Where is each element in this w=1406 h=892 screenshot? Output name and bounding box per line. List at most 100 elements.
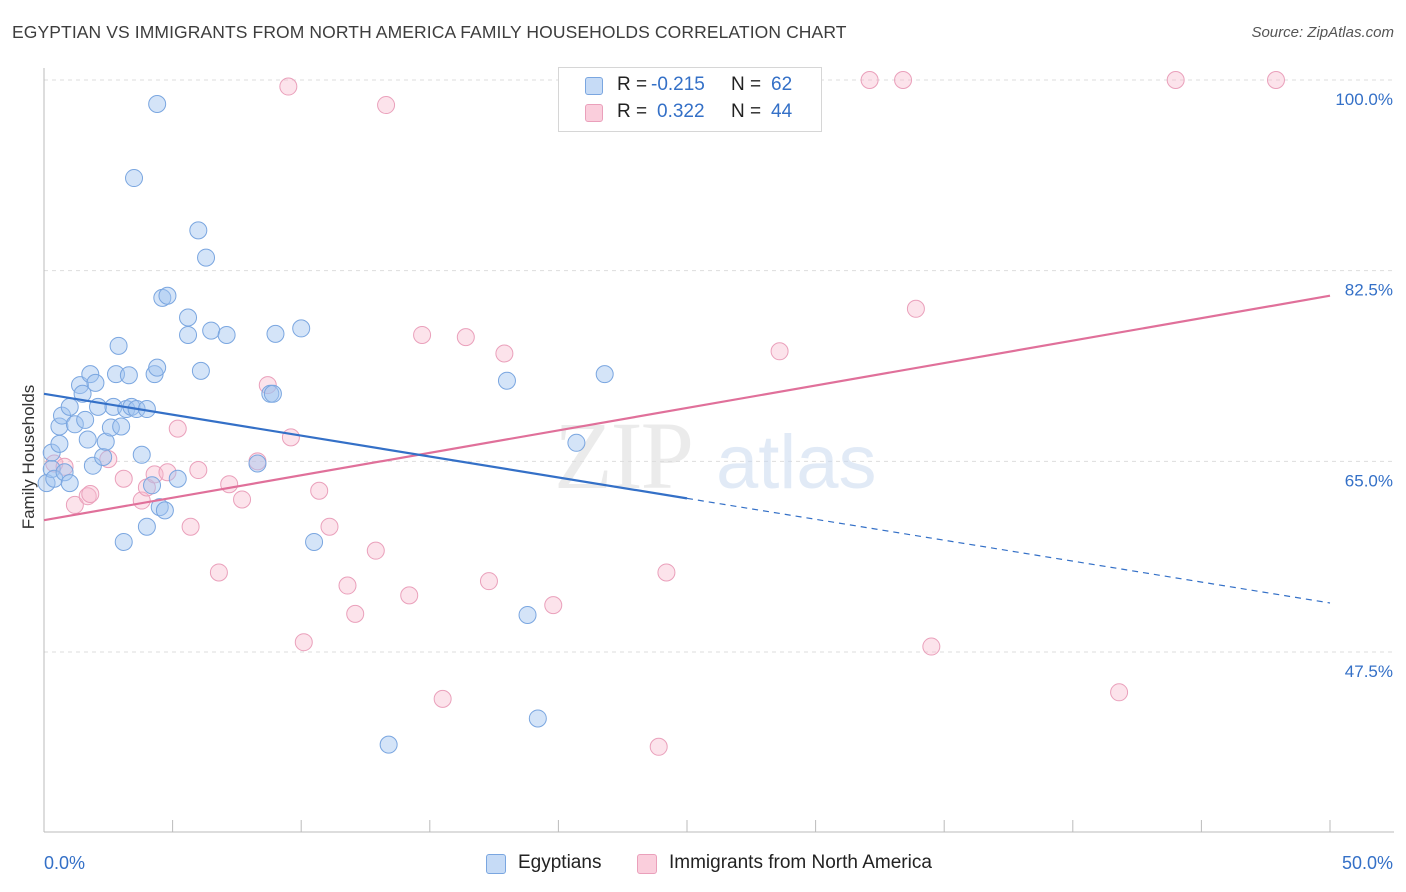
series-egyptians-points (37, 94, 614, 754)
legend-swatch-pink (637, 854, 657, 874)
y-tick-label: 100.0% (1335, 90, 1393, 109)
data-point-immigrants (181, 517, 200, 536)
trend-lines (43, 294, 1331, 604)
y-tick-label: 47.5% (1345, 662, 1393, 681)
legend-n-label: N = (731, 101, 762, 122)
data-point-immigrants (479, 572, 498, 591)
x-tick-label: 0.0% (44, 853, 85, 873)
data-point-egyptians (148, 94, 167, 113)
data-point-egyptians (197, 248, 216, 267)
data-point-egyptians (60, 474, 79, 493)
data-point-immigrants (649, 737, 668, 756)
data-point-egyptians (497, 371, 516, 390)
data-point-egyptians (292, 319, 311, 338)
data-point-egyptians (148, 358, 167, 377)
data-point-immigrants (158, 463, 177, 482)
data-point-egyptians (96, 432, 115, 451)
y-axis-label: Family Households (19, 385, 38, 530)
data-point-immigrants (168, 419, 187, 438)
data-point-immigrants (377, 96, 396, 115)
legend-row-egyptians: R = -0.215 N = 62 (559, 74, 821, 101)
data-point-egyptians (112, 417, 131, 436)
legend-swatch-blue (486, 854, 506, 874)
watermark-atlas: atlas (716, 420, 877, 505)
data-point-egyptians (518, 605, 537, 624)
watermark: ZIP atlas (554, 402, 877, 509)
data-point-egyptians (81, 365, 100, 384)
data-point-egyptians (109, 336, 128, 355)
y-tick-labels: 47.5% 65.0% 82.5% 100.0% (1335, 90, 1393, 681)
data-point-egyptians (60, 397, 79, 416)
series-immigrants-points (45, 71, 1285, 756)
data-point-immigrants (294, 633, 313, 652)
data-point-egyptians (379, 735, 398, 754)
data-point-immigrants (1110, 683, 1129, 702)
data-point-egyptians (137, 517, 156, 536)
data-point-immigrants (894, 71, 913, 89)
data-point-egyptians (567, 433, 586, 452)
data-point-immigrants (209, 563, 228, 582)
data-point-immigrants (413, 325, 432, 344)
data-point-egyptians (125, 169, 144, 188)
data-point-immigrants (78, 487, 97, 506)
data-point-immigrants (922, 637, 941, 656)
data-point-egyptians (263, 384, 282, 403)
data-point-egyptians (55, 463, 74, 482)
data-point-immigrants (338, 576, 357, 595)
data-point-immigrants (400, 586, 419, 605)
data-point-egyptians (168, 469, 187, 488)
legend-swatch-pink (585, 104, 603, 122)
data-point-immigrants (1266, 71, 1285, 89)
legend-n-label: N = (731, 74, 762, 95)
data-point-immigrants (346, 604, 365, 623)
data-point-immigrants (320, 517, 339, 536)
data-point-egyptians (132, 445, 151, 464)
data-point-immigrants (657, 563, 676, 582)
data-point-immigrants (1166, 71, 1185, 89)
data-point-egyptians (202, 321, 221, 340)
trend-line-egyptians (43, 392, 688, 500)
data-point-egyptians (94, 447, 113, 466)
trend-line-immigrants (43, 294, 1331, 522)
data-point-immigrants (860, 71, 879, 89)
legend-r-label: R = (617, 101, 648, 122)
legend-r-value: 0.322 (657, 101, 705, 122)
data-point-immigrants (114, 469, 133, 488)
data-point-egyptians (119, 366, 138, 385)
data-point-egyptians (155, 501, 174, 520)
data-point-egyptians (150, 498, 169, 517)
data-point-immigrants (906, 299, 925, 318)
data-point-egyptians (305, 532, 324, 551)
data-point-egyptians (86, 373, 105, 392)
legend-label: Egyptians (518, 852, 602, 873)
data-point-egyptians (179, 308, 198, 327)
legend-label: Immigrants from North America (669, 852, 932, 873)
data-point-immigrants (495, 344, 514, 363)
stats-legend: R = -0.215 N = 62 R = 0.322 N = 44 (558, 67, 822, 132)
data-point-egyptians (266, 324, 285, 343)
x-tick-labels: 0.0% 50.0% (44, 853, 1393, 873)
data-point-egyptians (78, 430, 97, 449)
trend-line-egyptians-extrapolated (686, 497, 1331, 604)
legend-row-immigrants: R = 0.322 N = 44 (559, 101, 821, 128)
legend-r-value: -0.215 (651, 74, 705, 95)
data-point-egyptians (73, 384, 92, 403)
data-point-egyptians (248, 454, 267, 473)
data-point-immigrants (281, 428, 300, 447)
data-point-immigrants (433, 689, 452, 708)
data-point-immigrants (770, 342, 789, 361)
x-tick-label: 50.0% (1342, 853, 1393, 873)
data-point-egyptians (179, 325, 198, 344)
data-point-egyptians (65, 415, 84, 434)
data-point-egyptians (143, 476, 162, 495)
data-point-immigrants (366, 541, 385, 560)
legend-r-label: R = (617, 74, 648, 95)
data-point-egyptians (217, 325, 236, 344)
data-point-immigrants (220, 475, 239, 494)
legend-n-value: 62 (771, 74, 793, 95)
data-point-immigrants (279, 77, 298, 96)
data-point-egyptians (114, 532, 133, 551)
data-point-egyptians (107, 365, 126, 384)
legend-n-value: 44 (771, 101, 793, 122)
